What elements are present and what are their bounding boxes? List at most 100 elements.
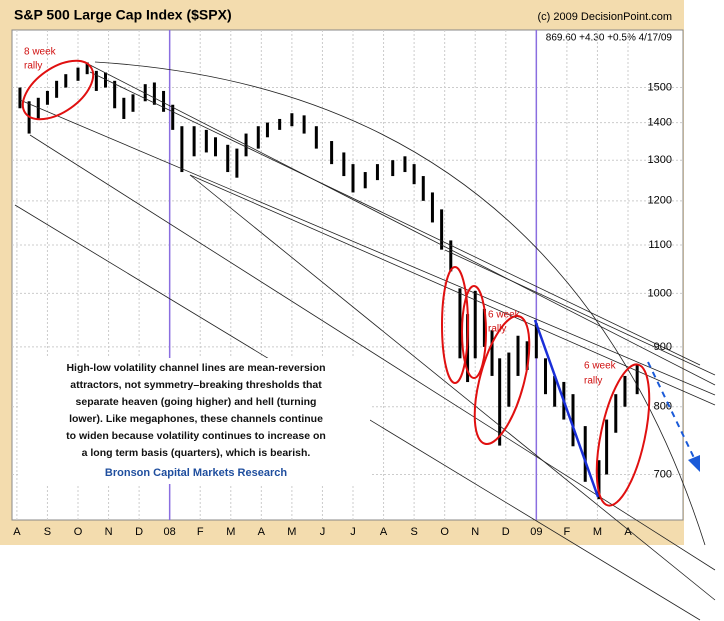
bar — [375, 164, 379, 181]
bar — [104, 72, 107, 88]
bar — [64, 74, 68, 88]
bar — [18, 87, 22, 109]
rally-ellipses — [21, 59, 651, 507]
bar — [192, 126, 196, 157]
bar — [458, 288, 462, 359]
ellipse — [473, 314, 531, 446]
bar — [571, 394, 575, 447]
ellipse — [21, 59, 95, 121]
x-tick-label: N — [471, 526, 479, 538]
bar — [490, 330, 494, 376]
bar — [430, 192, 434, 223]
bar — [162, 90, 166, 112]
bar — [363, 172, 367, 189]
bar — [498, 358, 502, 446]
y-tick-label: 1400 — [648, 116, 672, 128]
bar — [351, 164, 355, 193]
rally-label: rally — [584, 376, 602, 387]
bar — [440, 209, 444, 250]
x-tick-label: S — [410, 526, 417, 538]
x-tick-label: J — [350, 526, 356, 538]
note-line: separate heaven (going higher) and hell … — [76, 396, 317, 408]
x-tick-label: J — [320, 526, 326, 538]
bar — [180, 126, 184, 173]
bar — [214, 137, 217, 157]
bar — [302, 115, 306, 134]
bar — [94, 70, 98, 91]
x-tick-label: A — [624, 526, 632, 538]
channel-line — [89, 64, 716, 386]
bar — [421, 176, 425, 201]
bar — [605, 419, 609, 475]
x-tick-label: O — [440, 526, 449, 538]
bar — [342, 152, 346, 177]
x-tick-label: S — [44, 526, 51, 538]
note-box — [20, 358, 370, 484]
bar — [122, 97, 126, 119]
last-quote: 869.60 +4.30 +0.5% 4/17/09 — [546, 33, 673, 44]
channel-line — [89, 71, 701, 366]
y-tick-label: 1500 — [648, 81, 672, 93]
note-line: to widen because volatility continues to… — [66, 430, 326, 442]
rally-label: 6 week — [488, 310, 521, 321]
note-line: High-low volatility channel lines are me… — [66, 362, 325, 374]
bar — [143, 84, 147, 102]
bar — [525, 341, 529, 370]
bar — [534, 323, 538, 359]
trend-line — [533, 319, 600, 498]
channel-line — [444, 249, 716, 376]
bar — [583, 426, 587, 482]
channel-curve — [94, 61, 706, 546]
note-line: attractors, not symmetry–breaking thresh… — [70, 379, 322, 391]
bar — [36, 97, 40, 119]
bar — [226, 144, 230, 173]
bar — [507, 352, 511, 407]
projection-arrow — [647, 361, 697, 463]
bar — [113, 80, 117, 109]
ellipse — [461, 285, 487, 379]
x-tick-label: A — [258, 526, 266, 538]
bar — [635, 364, 639, 395]
rally-label: rally — [24, 61, 42, 72]
y-tick-label: 700 — [654, 468, 672, 480]
x-tick-label: D — [502, 526, 510, 538]
x-tick-label: M — [287, 526, 296, 538]
bar — [623, 375, 627, 407]
x-tick-label: N — [105, 526, 113, 538]
bar — [403, 156, 407, 173]
bar — [265, 122, 269, 138]
channel-line — [19, 99, 716, 396]
bar — [412, 164, 416, 185]
x-tick-label: A — [380, 526, 388, 538]
bar — [55, 80, 59, 98]
bar — [131, 94, 135, 112]
x-tick-label: A — [13, 526, 21, 538]
bar — [330, 141, 334, 165]
rally-label: rally — [488, 324, 506, 335]
bar — [391, 160, 395, 177]
credit: Bronson Capital Markets Research — [105, 467, 287, 479]
bar — [45, 90, 49, 105]
channel-line — [189, 174, 716, 601]
bar — [256, 126, 260, 149]
x-tick-label: 09 — [530, 526, 542, 538]
channel-line — [189, 174, 716, 406]
bar — [278, 118, 282, 130]
bar — [516, 335, 520, 376]
bar — [544, 358, 547, 395]
bar — [171, 104, 175, 130]
rally-label: 6 week — [584, 361, 617, 372]
bar — [235, 148, 239, 178]
x-tick-label: D — [135, 526, 143, 538]
bar — [85, 62, 89, 75]
source: (c) 2009 DecisionPoint.com — [537, 11, 672, 23]
x-tick-label: M — [593, 526, 602, 538]
bar — [290, 113, 294, 127]
bar — [473, 290, 477, 359]
note-line: lower). Like megaphones, these channels … — [69, 413, 323, 425]
bar — [449, 240, 453, 272]
x-tick-label: M — [226, 526, 235, 538]
x-tick-label: 08 — [164, 526, 176, 538]
ellipse — [595, 363, 651, 507]
